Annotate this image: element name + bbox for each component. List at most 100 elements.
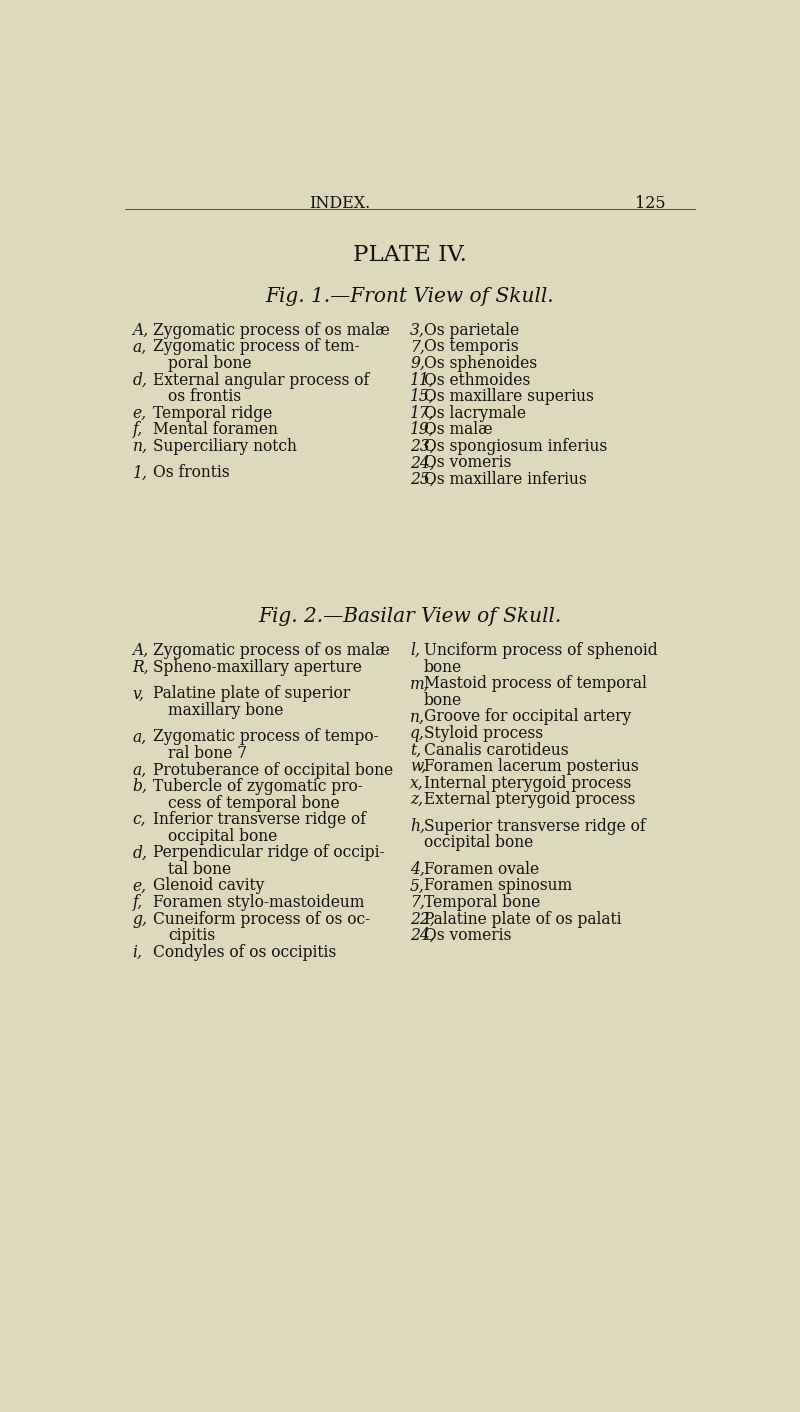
Text: Cuneiform process of os oc-: Cuneiform process of os oc-	[153, 911, 370, 928]
Text: Os lacrymale: Os lacrymale	[424, 405, 526, 422]
Text: occipital bone: occipital bone	[424, 834, 534, 851]
Text: occipital bone: occipital bone	[168, 827, 278, 844]
Text: Palatine plate of superior: Palatine plate of superior	[153, 685, 350, 702]
Text: Unciform process of sphenoid: Unciform process of sphenoid	[424, 642, 658, 659]
Text: 23,: 23,	[410, 438, 434, 455]
Text: Tubercle of zygomatic pro-: Tubercle of zygomatic pro-	[153, 778, 362, 795]
Text: Glenoid cavity: Glenoid cavity	[153, 877, 264, 894]
Text: l,: l,	[410, 642, 420, 659]
Text: Temporal ridge: Temporal ridge	[153, 405, 272, 422]
Text: g,: g,	[133, 911, 147, 928]
Text: a,: a,	[133, 339, 146, 356]
Text: Internal pterygoid process: Internal pterygoid process	[424, 775, 631, 792]
Text: Os maxillare inferius: Os maxillare inferius	[424, 470, 586, 489]
Text: q,: q,	[410, 724, 425, 741]
Text: Mastoid process of temporal: Mastoid process of temporal	[424, 675, 647, 692]
Text: Zygomatic process of tem-: Zygomatic process of tem-	[153, 339, 359, 356]
Text: 25,: 25,	[410, 470, 434, 489]
Text: e,: e,	[133, 877, 146, 894]
Text: 19,: 19,	[410, 421, 434, 438]
Text: Os sphenoides: Os sphenoides	[424, 354, 537, 371]
Text: 4,: 4,	[410, 861, 425, 878]
Text: 24,: 24,	[410, 455, 434, 472]
Text: 17,: 17,	[410, 405, 434, 422]
Text: External angular process of: External angular process of	[153, 371, 369, 388]
Text: c,: c,	[133, 812, 146, 829]
Text: 22,: 22,	[410, 911, 434, 928]
Text: f,: f,	[133, 421, 142, 438]
Text: n,: n,	[133, 438, 147, 455]
Text: Foramen stylo-mastoideum: Foramen stylo-mastoideum	[153, 894, 364, 911]
Text: Groove for occipital artery: Groove for occipital artery	[424, 709, 631, 726]
Text: Zygomatic process of tempo-: Zygomatic process of tempo-	[153, 729, 378, 746]
Text: 9,: 9,	[410, 354, 425, 371]
Text: e,: e,	[133, 405, 146, 422]
Text: bone: bone	[424, 659, 462, 676]
Text: maxillary bone: maxillary bone	[168, 702, 283, 719]
Text: Os malæ: Os malæ	[424, 421, 493, 438]
Text: Canalis carotideus: Canalis carotideus	[424, 741, 569, 758]
Text: Inferior transverse ridge of: Inferior transverse ridge of	[153, 812, 366, 829]
Text: Os maxillare superius: Os maxillare superius	[424, 388, 594, 405]
Text: Superior transverse ridge of: Superior transverse ridge of	[424, 818, 646, 834]
Text: f,: f,	[133, 894, 142, 911]
Text: Spheno-maxillary aperture: Spheno-maxillary aperture	[153, 659, 362, 676]
Text: A,: A,	[133, 642, 149, 659]
Text: Os parietale: Os parietale	[424, 322, 519, 339]
Text: 11,: 11,	[410, 371, 434, 388]
Text: bone: bone	[424, 692, 462, 709]
Text: cipitis: cipitis	[168, 928, 215, 945]
Text: Temporal bone: Temporal bone	[424, 894, 540, 911]
Text: Foramen spinosum: Foramen spinosum	[424, 877, 572, 894]
Text: m,: m,	[410, 675, 430, 692]
Text: h,: h,	[410, 818, 425, 834]
Text: Os vomeris: Os vomeris	[424, 928, 511, 945]
Text: os frontis: os frontis	[168, 388, 242, 405]
Text: cess of temporal bone: cess of temporal bone	[168, 795, 340, 812]
Text: Os ethmoides: Os ethmoides	[424, 371, 530, 388]
Text: Os spongiosum inferius: Os spongiosum inferius	[424, 438, 607, 455]
Text: Fig. 2.—Basilar View of Skull.: Fig. 2.—Basilar View of Skull.	[258, 607, 562, 626]
Text: PLATE IV.: PLATE IV.	[353, 244, 467, 265]
Text: n,: n,	[410, 709, 425, 726]
Text: Foramen lacerum posterius: Foramen lacerum posterius	[424, 758, 638, 775]
Text: poral bone: poral bone	[168, 354, 252, 371]
Text: Os temporis: Os temporis	[424, 339, 518, 356]
Text: tal bone: tal bone	[168, 861, 231, 878]
Text: d,: d,	[133, 844, 147, 861]
Text: 15,: 15,	[410, 388, 434, 405]
Text: Os vomeris: Os vomeris	[424, 455, 511, 472]
Text: 5,: 5,	[410, 877, 425, 894]
Text: Os frontis: Os frontis	[153, 465, 230, 481]
Text: d,: d,	[133, 371, 147, 388]
Text: z,: z,	[410, 791, 423, 808]
Text: 3,: 3,	[410, 322, 425, 339]
Text: t,: t,	[410, 741, 421, 758]
Text: a,: a,	[133, 761, 146, 778]
Text: Fig. 1.—Front View of Skull.: Fig. 1.—Front View of Skull.	[266, 287, 554, 306]
Text: Zygomatic process of os malæ: Zygomatic process of os malæ	[153, 322, 390, 339]
Text: a,: a,	[133, 729, 146, 746]
Text: 125: 125	[635, 195, 666, 212]
Text: Foramen ovale: Foramen ovale	[424, 861, 539, 878]
Text: 7,: 7,	[410, 894, 425, 911]
Text: Protuberance of occipital bone: Protuberance of occipital bone	[153, 761, 393, 778]
Text: Zygomatic process of os malæ: Zygomatic process of os malæ	[153, 642, 390, 659]
Text: 7,: 7,	[410, 339, 425, 356]
Text: Palatine plate of os palati: Palatine plate of os palati	[424, 911, 622, 928]
Text: Styloid process: Styloid process	[424, 724, 543, 741]
Text: External pterygoid process: External pterygoid process	[424, 791, 635, 808]
Text: v,: v,	[133, 685, 144, 702]
Text: i,: i,	[133, 943, 142, 960]
Text: b,: b,	[133, 778, 147, 795]
Text: w,: w,	[410, 758, 426, 775]
Text: 1,: 1,	[133, 465, 147, 481]
Text: Mental foramen: Mental foramen	[153, 421, 278, 438]
Text: Perpendicular ridge of occipi-: Perpendicular ridge of occipi-	[153, 844, 384, 861]
Text: ral bone 7: ral bone 7	[168, 746, 247, 762]
Text: A,: A,	[133, 322, 149, 339]
Text: INDEX.: INDEX.	[310, 195, 370, 212]
Text: 24,: 24,	[410, 928, 434, 945]
Text: Condyles of os occipitis: Condyles of os occipitis	[153, 943, 336, 960]
Text: R,: R,	[133, 659, 149, 676]
